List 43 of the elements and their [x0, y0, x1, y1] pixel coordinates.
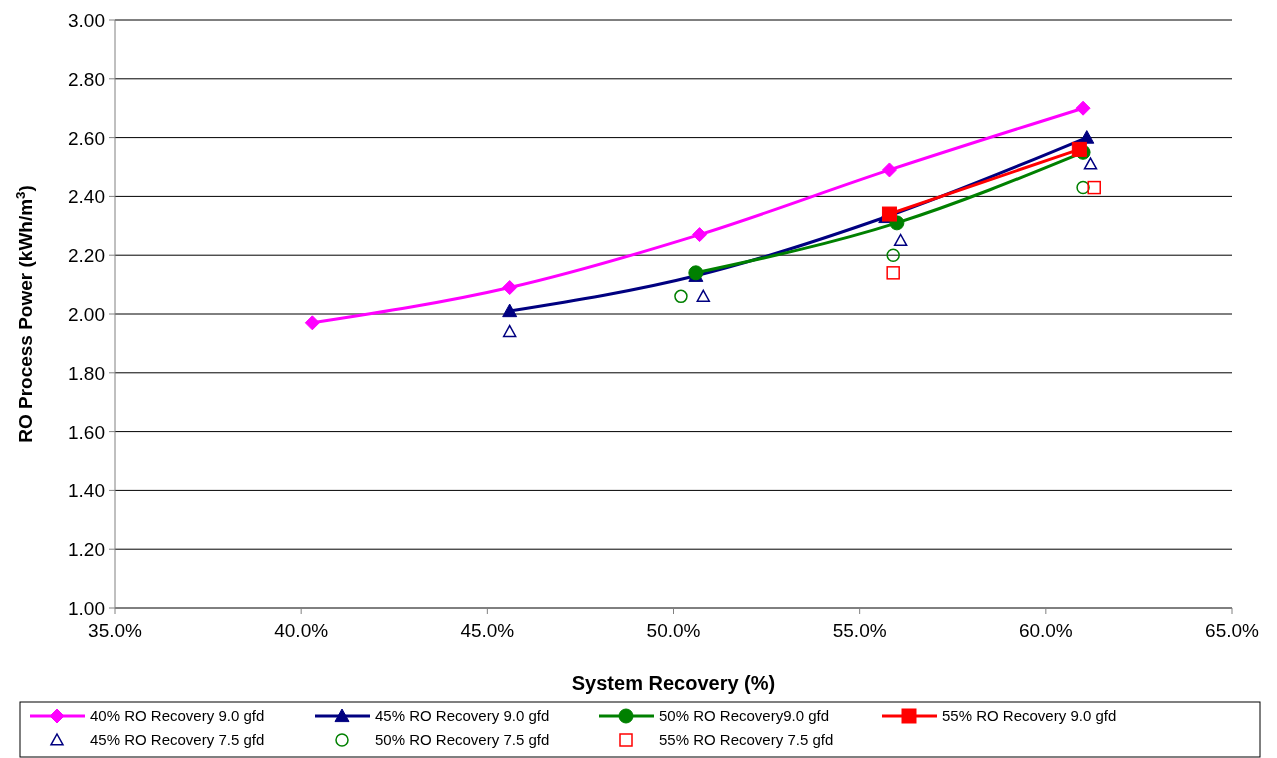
y-tick-label: 2.40	[68, 186, 105, 208]
point	[1083, 157, 1098, 170]
point	[502, 303, 518, 318]
point	[502, 280, 518, 296]
point	[502, 324, 517, 338]
y-tick-label: 2.00	[68, 304, 105, 325]
point	[696, 289, 711, 302]
x-tick-label: 40.0%	[274, 620, 329, 641]
legend-label: 45% RO Recovery 9.0 gfd	[375, 707, 550, 724]
point	[1079, 130, 1095, 144]
point	[886, 266, 900, 280]
point	[1087, 180, 1101, 195]
y-tick-label: 3.00	[68, 10, 105, 31]
y-tick-label: 2.80	[68, 68, 105, 90]
point	[692, 227, 708, 243]
point	[881, 162, 897, 178]
point	[1076, 180, 1090, 195]
y-tick-label: 1.80	[68, 362, 105, 384]
y-tick-label: 2.20	[68, 245, 105, 267]
point	[674, 289, 688, 304]
point	[304, 315, 320, 331]
x-tick-label: 65.0%	[1205, 620, 1260, 641]
y-tick-label: 1.20	[68, 539, 105, 561]
point	[893, 233, 908, 247]
x-tick-label: 35.0%	[88, 620, 143, 641]
legend-label: 55% RO Recovery 7.5 gfd	[659, 731, 834, 748]
point	[1071, 141, 1087, 157]
legend-label: 50% RO Recovery9.0 gfd	[659, 707, 830, 724]
y-tick-label: 2.60	[68, 127, 105, 149]
y-tick-label: 1.40	[68, 480, 105, 502]
x-axis-title: System Recovery (%)	[571, 672, 776, 694]
legend-label: 55% RO Recovery 9.0 gfd	[942, 707, 1117, 724]
x-tick-label: 45.0%	[460, 620, 515, 641]
x-tick-label: 55.0%	[832, 620, 887, 641]
y-tick-label: 1.00	[68, 598, 105, 619]
x-tick-label: 60.0%	[1018, 620, 1073, 641]
y-tick-label: 1.60	[68, 421, 105, 443]
legend-label: 45% RO Recovery 7.5 gfd	[90, 731, 265, 748]
point	[1075, 100, 1091, 116]
legend-label: 40% RO Recovery 9.0 gfd	[90, 707, 265, 724]
x-tick-label: 50.0%	[646, 620, 701, 641]
legend-label: 50% RO Recovery 7.5 gfd	[375, 731, 550, 748]
point	[886, 248, 900, 262]
